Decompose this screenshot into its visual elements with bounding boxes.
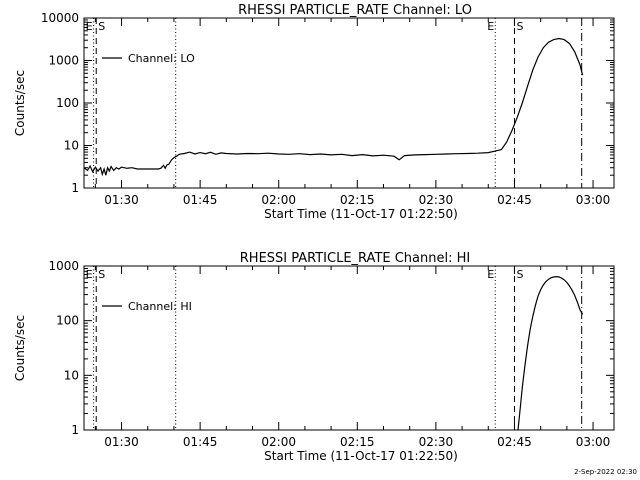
hi-x-tick-label: 03:00: [576, 435, 611, 449]
lo-x-tick-label: 01:45: [183, 193, 218, 207]
lo-chart-title: RHESSI PARTICLE_RATE Channel: LO: [238, 3, 472, 18]
lo-y-tick-label: 1000: [48, 54, 79, 68]
hi-marker-label: S: [516, 268, 523, 281]
hi-x-tick-label: 02:30: [419, 435, 454, 449]
lo-x-tick-label: 03:00: [576, 193, 611, 207]
lo-x-axis-label: Start Time (11-Oct-17 01:22:50): [264, 207, 458, 221]
hi-y-tick-label: 1000: [48, 259, 79, 273]
lo-marker-label: E: [86, 20, 93, 33]
hi-y-tick-label: 10: [64, 368, 79, 382]
hi-marker-label: S: [98, 268, 105, 281]
hi-panel: RHESSI PARTICLE_RATE Channel: HI Start Ti…: [13, 251, 615, 463]
lo-series-line: [83, 37, 584, 177]
lo-panel: RHESSI PARTICLE_RATE Channel: LO Start Ti…: [13, 3, 615, 221]
hi-x-tick-label: 02:45: [497, 435, 532, 449]
hi-series-line: [517, 275, 584, 431]
lo-x-tick-label: 02:15: [340, 193, 375, 207]
lo-y-tick-label: 100: [56, 96, 79, 110]
hi-x-tick-label: 02:00: [261, 435, 296, 449]
lo-x-tick-label: 01:30: [104, 193, 139, 207]
footer-timestamp: 2-Sep-2022 02:30: [574, 468, 637, 476]
hi-x-tick-label: 01:30: [104, 435, 139, 449]
hi-y-axis-label: Counts/sec: [13, 315, 27, 381]
lo-marker-label: E: [487, 20, 494, 33]
hi-legend-label: Channel: HI: [128, 300, 192, 313]
lo-y-axis-label: Counts/sec: [13, 70, 27, 136]
lo-x-tick-label: 02:30: [419, 193, 454, 207]
hi-plot-frame: [83, 265, 615, 431]
hi-marker-label: E: [86, 268, 93, 281]
lo-y-tick-label: 10: [64, 139, 79, 153]
lo-marker-label: S: [98, 20, 105, 33]
lo-y-tick-label: 10000: [41, 11, 79, 25]
lo-x-tick-label: 02:45: [497, 193, 532, 207]
lo-marker-label: S: [516, 20, 523, 33]
hi-marker-label: E: [487, 268, 494, 281]
hi-x-tick-label: 01:45: [183, 435, 218, 449]
hi-y-tick-label: 1: [71, 423, 79, 437]
hi-x-tick-label: 02:15: [340, 435, 375, 449]
hi-x-axis-label: Start Time (11-Oct-17 01:22:50): [264, 449, 458, 463]
lo-legend-label: Channel: LO: [128, 52, 195, 65]
lo-y-tick-label: 1: [71, 181, 79, 195]
hi-chart-title: RHESSI PARTICLE_RATE Channel: HI: [240, 251, 470, 266]
hi-y-tick-label: 100: [56, 314, 79, 328]
lo-x-tick-label: 02:00: [261, 193, 296, 207]
